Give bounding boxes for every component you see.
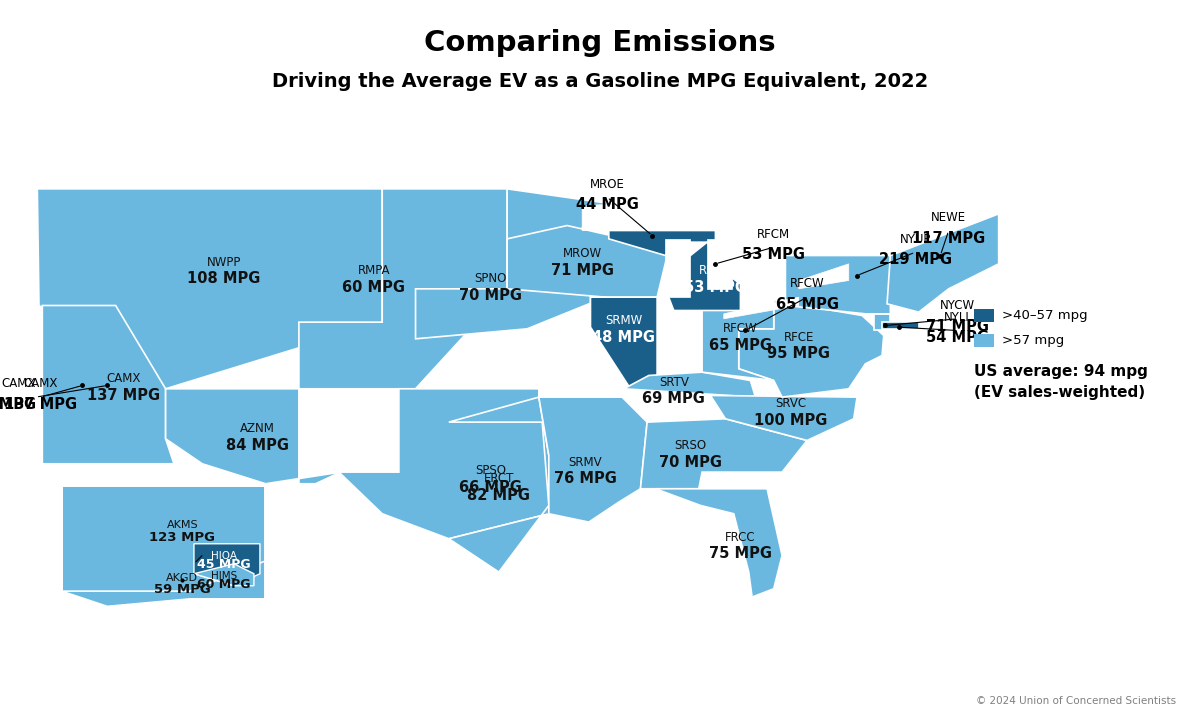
Polygon shape [710,395,857,441]
Text: 53 MPG: 53 MPG [743,247,805,262]
Text: RFCE: RFCE [784,330,814,343]
Text: 82 MPG: 82 MPG [467,488,530,503]
Polygon shape [887,214,998,312]
Text: © 2024 Union of Concerned Scientists: © 2024 Union of Concerned Scientists [976,696,1176,706]
Text: HIOA: HIOA [211,552,236,562]
Text: SRTV: SRTV [659,376,689,389]
Text: SRSO: SRSO [674,439,707,452]
Text: 137 MPG: 137 MPG [88,388,161,403]
Text: 44 MPG: 44 MPG [576,197,638,212]
Polygon shape [194,564,254,586]
Text: RFCM: RFCM [698,264,732,277]
Text: ERCT: ERCT [484,472,514,485]
Text: 70 MPG: 70 MPG [460,288,522,303]
Polygon shape [655,489,782,597]
Polygon shape [338,389,548,539]
Polygon shape [62,486,265,591]
Polygon shape [874,314,890,330]
Text: AKMS: AKMS [167,521,198,531]
Text: SRMV: SRMV [569,456,602,469]
Text: 54 MPG: 54 MPG [925,330,989,346]
Text: 219 MPG: 219 MPG [878,252,952,267]
Polygon shape [707,239,732,289]
Text: 60 MPG: 60 MPG [342,279,406,294]
Text: MROW: MROW [563,248,601,261]
Text: 65 MPG: 65 MPG [775,297,839,312]
Text: 66 MPG: 66 MPG [460,480,522,495]
Text: CAMX: CAMX [24,377,58,390]
Text: AKGD: AKGD [167,573,198,583]
Text: SRMW: SRMW [605,314,642,327]
Text: 48 MPG: 48 MPG [593,330,655,345]
Text: 59 MPG: 59 MPG [154,583,211,596]
Text: 45 MPG: 45 MPG [197,558,251,571]
Text: US average: 94 mpg
(EV sales-weighted): US average: 94 mpg (EV sales-weighted) [973,364,1147,400]
Text: CAMX: CAMX [1,377,36,390]
Text: 100 MPG: 100 MPG [754,413,827,428]
Text: SRVC: SRVC [775,397,806,410]
Polygon shape [539,397,647,522]
Text: NYLI: NYLI [944,311,970,324]
Polygon shape [624,372,756,397]
Text: NEWE: NEWE [931,211,966,224]
Text: CAMX: CAMX [107,372,142,385]
Polygon shape [786,256,890,314]
Text: RMPA: RMPA [358,264,390,277]
Polygon shape [590,297,658,389]
Text: SPSO: SPSO [475,464,506,477]
Text: 65 MPG: 65 MPG [709,338,772,353]
Text: 70 MPG: 70 MPG [659,454,722,469]
Text: Driving the Average EV as a Gasoline MPG Equivalent, 2022: Driving the Average EV as a Gasoline MPG… [272,72,928,91]
Polygon shape [42,305,174,464]
Polygon shape [62,562,265,606]
Polygon shape [415,189,624,339]
Text: NWPP: NWPP [206,256,241,269]
Polygon shape [582,202,707,230]
Text: >57 mpg: >57 mpg [1002,334,1064,347]
Text: RFCM: RFCM [757,228,791,240]
Polygon shape [702,309,774,380]
Text: 76 MPG: 76 MPG [554,472,617,486]
Text: RFCW: RFCW [724,323,757,336]
Bar [973,334,994,347]
Text: 60 MPG: 60 MPG [197,578,251,591]
Polygon shape [608,230,715,256]
Polygon shape [299,189,508,389]
Text: 53 MPG: 53 MPG [684,279,746,294]
Text: 117 MPG: 117 MPG [912,230,985,246]
Text: >40–57 mpg: >40–57 mpg [1002,309,1087,322]
Text: RFCW: RFCW [790,277,824,290]
Text: 71 MPG: 71 MPG [551,263,613,278]
Polygon shape [666,242,740,310]
Polygon shape [666,239,690,297]
Text: NYUP: NYUP [900,233,931,246]
Text: 137 MPG: 137 MPG [0,397,36,412]
Text: 75 MPG: 75 MPG [709,546,772,562]
Text: 137 MPG: 137 MPG [4,397,77,412]
Text: 84 MPG: 84 MPG [226,438,289,453]
Polygon shape [724,297,799,319]
Polygon shape [194,544,260,586]
Polygon shape [37,189,383,389]
Polygon shape [449,397,548,572]
Polygon shape [641,419,808,489]
Polygon shape [799,264,848,289]
Text: FRCC: FRCC [725,531,756,544]
Text: 123 MPG: 123 MPG [149,531,215,544]
Text: HIMS: HIMS [211,572,238,582]
Text: 69 MPG: 69 MPG [642,391,706,406]
Text: SPNO: SPNO [474,272,506,285]
Text: NYCW: NYCW [940,299,974,312]
Text: 108 MPG: 108 MPG [187,271,260,287]
Text: 71 MPG: 71 MPG [925,319,989,334]
Polygon shape [508,225,668,327]
Polygon shape [166,389,341,484]
Polygon shape [739,300,883,397]
Bar [973,309,994,322]
Text: MROE: MROE [589,178,624,191]
Text: 95 MPG: 95 MPG [767,346,830,361]
Text: Comparing Emissions: Comparing Emissions [424,29,776,57]
Text: AZNM: AZNM [240,423,275,436]
Polygon shape [882,322,919,329]
